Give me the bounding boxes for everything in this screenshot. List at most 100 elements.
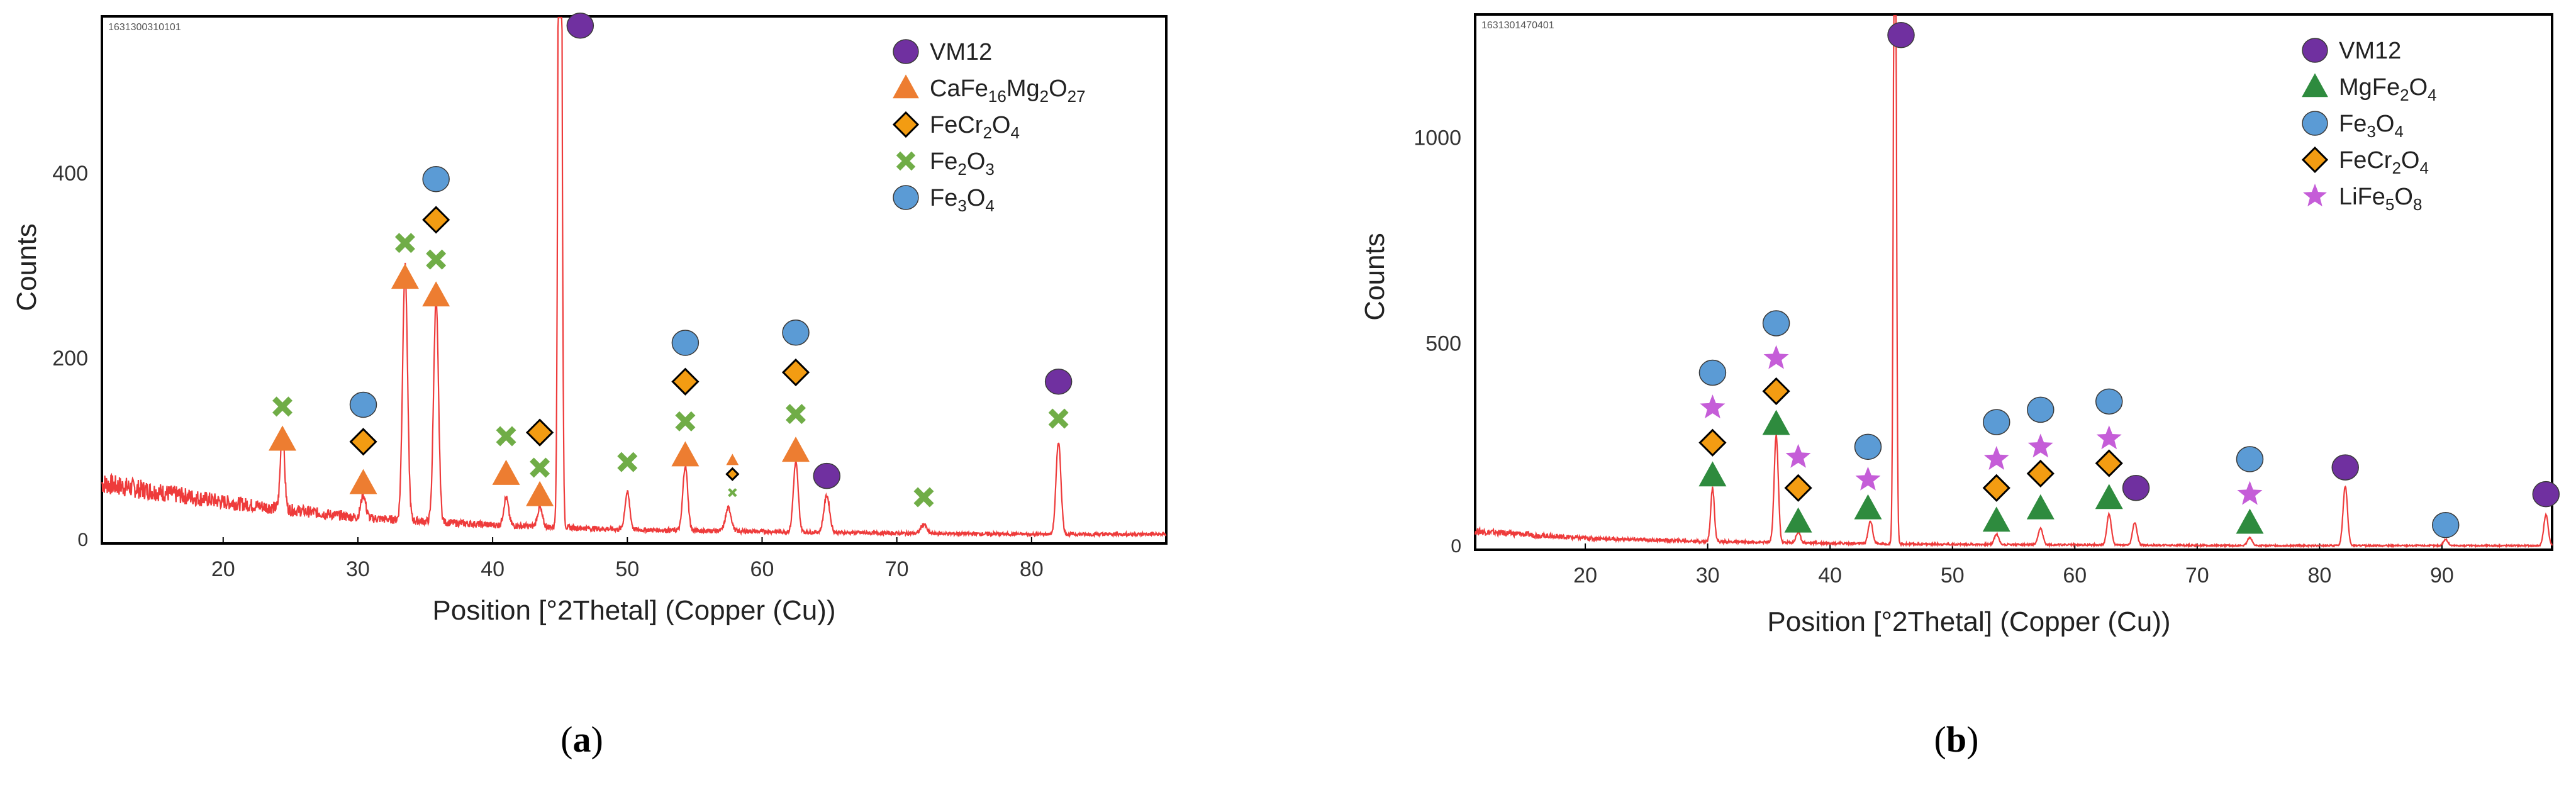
x-axis-label-b: Position [°2Thetal] (Copper (Cu))	[1767, 606, 2170, 637]
phase-marker	[422, 166, 450, 192]
x-tick-label: 80	[2307, 564, 2331, 587]
y-axis-label-a: Counts	[11, 223, 42, 311]
phase-marker	[2095, 484, 2123, 509]
sample-id-b: 1631301470401	[1481, 20, 1554, 31]
x-axis-a: 20 30 40 50 60 70 80	[211, 537, 1044, 581]
phase-marker	[671, 367, 700, 396]
phase-marker	[1854, 433, 1882, 460]
phase-marker	[349, 469, 377, 494]
legend-marker	[892, 111, 920, 138]
panel-caption-a: (a)	[560, 719, 603, 760]
legend-label: FeCr2O4	[930, 112, 1020, 142]
phase-marker	[1854, 494, 1882, 520]
phase-marker	[1785, 443, 1811, 468]
xrd-trace	[1474, 14, 2553, 548]
phase-marker	[566, 12, 594, 39]
legend-label: FeCr2O4	[2339, 147, 2429, 177]
phase-marker	[913, 487, 934, 508]
legend-marker	[2301, 146, 2329, 174]
phase-marker	[1048, 408, 1069, 429]
xrd-trace	[101, 16, 1167, 538]
phase-marker	[1698, 461, 1727, 487]
y-axis-b: 0 500 1000	[1413, 126, 1461, 557]
legend-label: MgFe2O4	[2339, 74, 2437, 104]
phase-marker	[394, 233, 415, 253]
phase-marker	[2026, 494, 2055, 520]
phase-marker	[1983, 409, 2010, 435]
phase-marker	[1763, 345, 1789, 369]
phase-marker	[725, 467, 740, 481]
phase-marker	[530, 457, 550, 478]
pattern-a	[101, 16, 1167, 538]
phase-marker	[2027, 433, 2053, 458]
phase-marker	[726, 454, 739, 465]
y-axis-a: 0 200 400	[52, 162, 88, 550]
phase-marker	[781, 358, 810, 387]
phase-marker	[2026, 459, 2055, 488]
legend-label: VM12	[930, 39, 992, 65]
phase-marker	[2027, 396, 2055, 423]
phase-marker	[422, 206, 450, 234]
legend-marker	[893, 39, 919, 64]
phase-marker	[1762, 409, 1790, 435]
phase-marker	[2095, 449, 2123, 477]
phase-marker	[422, 281, 450, 307]
phase-marker	[2236, 508, 2264, 534]
x-tick-label: 30	[346, 557, 370, 581]
phase-marker	[272, 396, 293, 417]
chart-a: 1631300310101 0 200 400 20 30 40 50 60 70 80 VM1…	[11, 12, 1168, 760]
phase-marker	[391, 264, 419, 289]
legend-marker	[896, 151, 916, 171]
phase-marker	[492, 459, 520, 485]
x-tick-label: 50	[1941, 564, 1965, 587]
phase-marker	[1855, 466, 1881, 491]
phase-marker	[1982, 506, 2010, 532]
x-axis-b: 20 30 40 50 60 70 80 90	[1573, 543, 2454, 587]
phase-marker	[782, 437, 810, 462]
legend-label: Fe3O4	[2339, 111, 2404, 141]
x-tick-label: 80	[1020, 557, 1044, 581]
phase-marker	[2096, 425, 2122, 450]
phase-marker	[1044, 368, 1073, 395]
phase-marker	[2331, 454, 2359, 481]
legend-marker	[2303, 184, 2327, 207]
y-tick-label: 200	[52, 347, 88, 370]
y-axis-label-b: Counts	[1359, 233, 1390, 320]
phase-marker	[526, 481, 554, 506]
phase-marker	[1983, 445, 2009, 470]
legend-marker	[2302, 38, 2328, 63]
legend-label: CaFe16Mg2O27	[930, 75, 1086, 106]
phase-marker	[1762, 377, 1790, 406]
phase-marker	[2122, 475, 2150, 501]
phase-marker	[671, 330, 700, 356]
phase-marker	[2237, 481, 2263, 505]
legend-marker	[2302, 73, 2328, 97]
phase-marker	[1698, 428, 1727, 457]
x-tick-label: 40	[1818, 564, 1842, 587]
phase-marker	[782, 320, 810, 346]
phase-marker	[349, 391, 377, 418]
phase-marker	[813, 462, 841, 489]
y-tick-label: 400	[52, 162, 88, 186]
plot-frame-b	[1474, 13, 2553, 551]
x-axis-label-a: Position [°2Thetal] (Copper (Cu))	[432, 595, 835, 626]
x-tick-label: 90	[2430, 564, 2454, 587]
panel-caption-b: (b)	[1934, 719, 1979, 760]
phase-marker	[1700, 394, 1726, 419]
phase-marker	[1762, 310, 1790, 337]
phase-marker	[1887, 21, 1915, 48]
phase-marker	[496, 426, 516, 447]
x-tick-label: 20	[211, 557, 235, 581]
legend-label: Fe2O3	[930, 148, 995, 179]
phase-marker	[1982, 474, 2010, 502]
legend-marker	[893, 74, 919, 99]
x-tick-label: 60	[2063, 564, 2087, 587]
phase-marker	[1784, 507, 1812, 533]
legend-label: LiFe5O8	[2339, 184, 2422, 214]
phase-marker	[675, 411, 696, 431]
legend-label: Fe3O4	[930, 185, 995, 215]
phase-marker	[728, 487, 737, 498]
phase-marker	[525, 418, 554, 447]
